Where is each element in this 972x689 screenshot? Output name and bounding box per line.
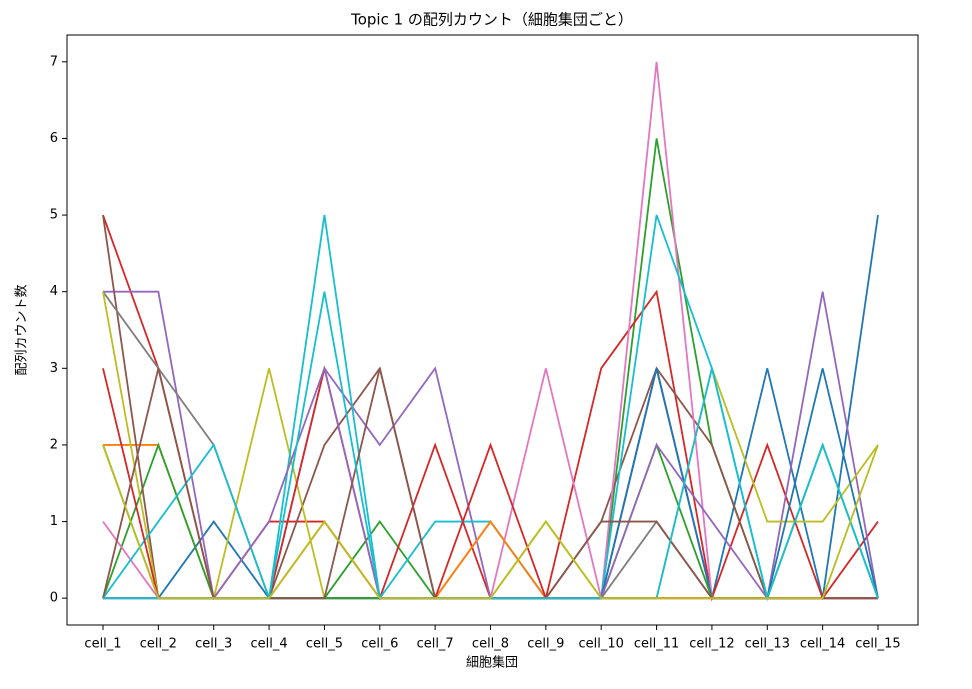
y-tick-label: 3 <box>50 361 58 376</box>
y-axis-label: 配列カウント数 <box>15 284 30 375</box>
y-tick-label: 7 <box>50 54 58 69</box>
x-tick-label: cell_12 <box>689 637 734 652</box>
x-tick-label: cell_9 <box>527 637 564 652</box>
x-tick-label: cell_14 <box>800 637 845 652</box>
x-tick-label: cell_15 <box>855 637 900 652</box>
series-line <box>102 368 878 600</box>
series-line <box>103 365 878 600</box>
x-tick-label: cell_6 <box>361 637 398 652</box>
series-line <box>102 61 878 600</box>
series-line <box>102 368 878 600</box>
x-tick-label: cell_10 <box>579 637 624 652</box>
x-tick-label: cell_1 <box>84 637 121 652</box>
y-tick-label: 6 <box>50 131 58 146</box>
series-line <box>102 214 879 602</box>
x-tick-label: cell_7 <box>417 637 454 652</box>
y-tick-label: 2 <box>50 437 58 452</box>
series-line <box>102 214 878 601</box>
x-tick-label: cell_11 <box>634 637 679 652</box>
x-tick-label: cell_13 <box>745 637 790 652</box>
x-tick-label: cell_8 <box>472 637 509 652</box>
x-tick-label: cell_2 <box>140 637 177 652</box>
y-tick-label: 1 <box>50 514 58 529</box>
series-line <box>103 214 879 600</box>
x-axis-label: 細胞集団 <box>466 655 518 671</box>
series-line <box>102 214 878 600</box>
series-line <box>103 520 878 600</box>
x-tick-label: cell_4 <box>251 637 288 652</box>
chart-title: Topic 1 の配列カウント（細胞集団ごと） <box>350 11 633 29</box>
y-tick-label: 4 <box>50 284 58 299</box>
x-tick-label: cell_5 <box>306 637 343 652</box>
series-line <box>103 368 879 600</box>
x-tick-label: cell_3 <box>195 637 232 652</box>
y-tick-label: 5 <box>50 208 58 223</box>
series-line <box>102 444 879 600</box>
plot-frame <box>66 34 919 626</box>
y-tick-label: 0 <box>50 591 58 606</box>
